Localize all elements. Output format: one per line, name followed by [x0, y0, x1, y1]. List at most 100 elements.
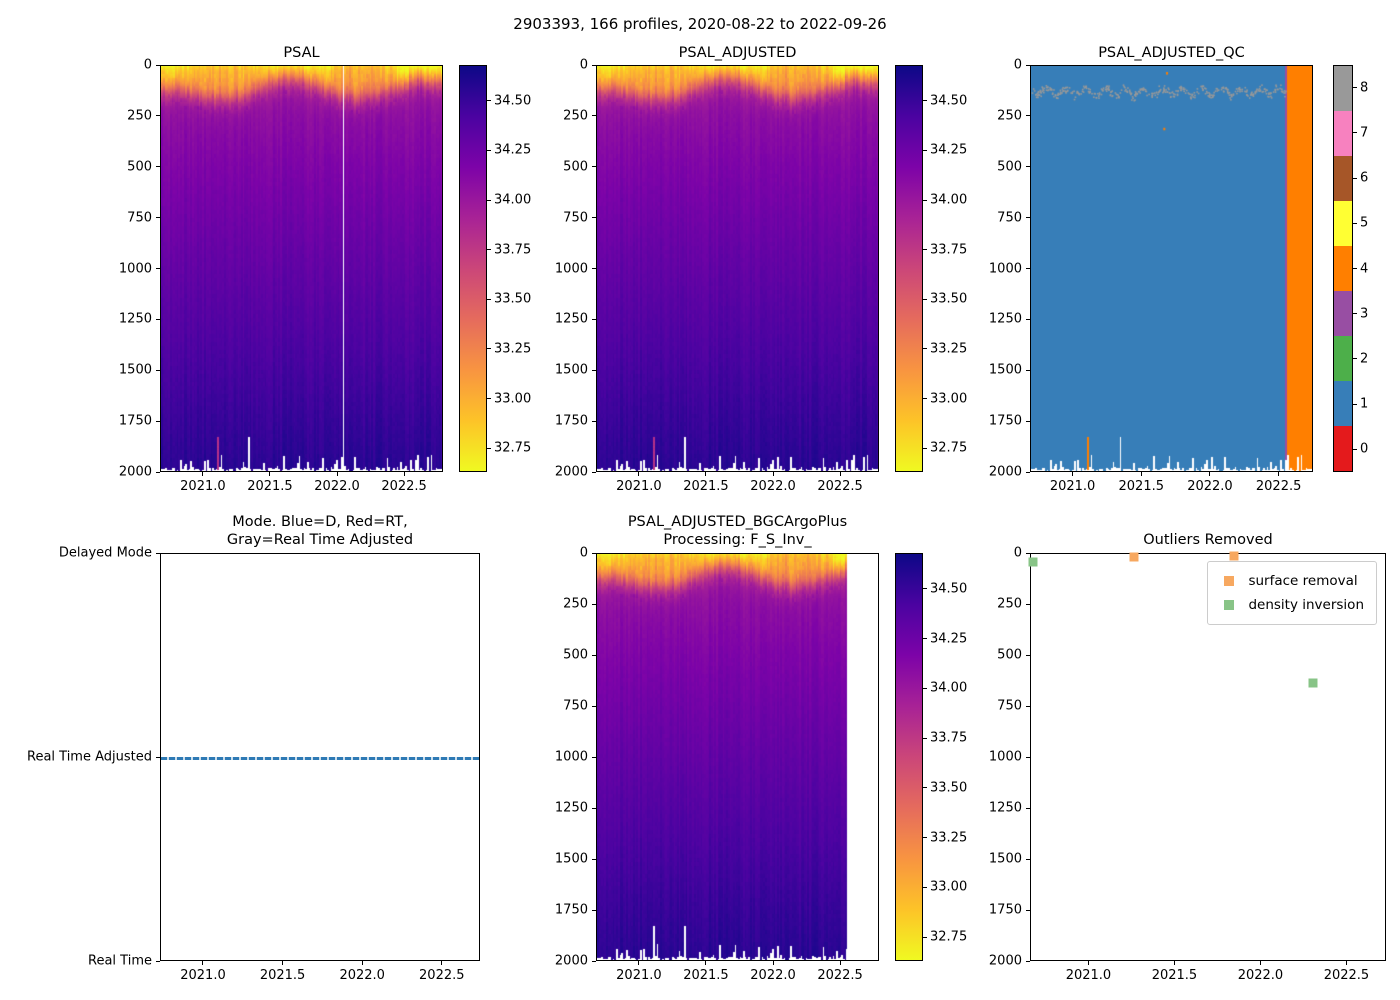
x-tick-mark [1345, 961, 1347, 965]
y-tick-mark [1026, 807, 1030, 809]
psal-adjusted-qc-plot-area [1030, 65, 1313, 472]
outliers-plot-area: surface removal density inversion [1028, 551, 1386, 961]
psal-colorbar [459, 65, 487, 472]
y-tick-label: 250 [997, 596, 1022, 612]
psal-adjusted-qc-title: PSAL_ADJUSTED_QC [1098, 45, 1245, 61]
y-tick-label: 0 [579, 57, 588, 73]
colorbar-tick-label: 33.25 [930, 341, 968, 357]
y-tick-label: 1000 [554, 749, 588, 765]
colorbar-tick-mark [923, 249, 927, 251]
x-tick-mark [441, 961, 443, 965]
colorbar-tick-mark [923, 398, 927, 400]
outlier-point-surface-removal [1129, 552, 1139, 562]
mode-line-real-time-adjusted [161, 756, 479, 760]
y-tick-label: 750 [563, 698, 588, 714]
y-tick-mark [1026, 268, 1030, 269]
colorbar-tick-label: 34.00 [494, 192, 532, 208]
y-tick-label: 1000 [988, 261, 1022, 276]
colorbar-tick-label: 33.00 [930, 391, 968, 407]
colorbar-tick-label: 34.00 [930, 192, 968, 208]
y-tick-mark [592, 420, 596, 422]
mode-plot-area [160, 553, 480, 961]
bgc-colorbar [895, 553, 923, 961]
x-tick-mark [336, 472, 338, 476]
colorbar-tick-label: 34.25 [930, 631, 968, 647]
y-tick-label: 2000 [988, 953, 1022, 969]
y-tick-mark [592, 858, 596, 860]
x-tick-mark [269, 472, 271, 476]
x-tick-mark [202, 472, 204, 476]
y-tick-label: 1750 [554, 902, 588, 918]
colorbar-tick-label: 32.75 [494, 440, 532, 456]
colorbar-tick-mark [1353, 87, 1357, 89]
colorbar-tick-mark [923, 886, 927, 888]
y-tick-label: 250 [563, 596, 588, 612]
colorbar-tick-mark [487, 249, 491, 251]
y-tick-label: 500 [563, 159, 588, 175]
y-tick-label: 500 [997, 159, 1022, 175]
x-tick-label: 2022.0 [750, 479, 796, 494]
qc-colorbar-band-8 [1334, 66, 1352, 111]
colorbar-tick-mark [1353, 358, 1357, 360]
bgc-heatmap-canvas [597, 554, 878, 960]
y-tick-label: 1250 [118, 311, 152, 327]
y-tick-mark [1026, 166, 1030, 168]
y-tick-label: 2000 [988, 464, 1022, 480]
outlier-point-density-inversion [1308, 678, 1318, 688]
colorbar-tick-mark [923, 837, 927, 839]
y-tick-mark [592, 471, 596, 473]
y-tick-mark [1026, 471, 1030, 473]
y-tick-label: 2000 [118, 464, 152, 480]
colorbar-tick-mark [1353, 132, 1357, 134]
y-tick-label: 750 [563, 210, 588, 226]
colorbar-tick-mark [923, 447, 927, 449]
colorbar-tick-label: 33.25 [930, 830, 968, 846]
colorbar-tick-label: 33.75 [494, 242, 532, 258]
x-tick-label: 2022.0 [1237, 968, 1284, 983]
colorbar-tick-label: 3 [1360, 306, 1369, 322]
y-tick-label: 250 [997, 108, 1022, 124]
y-tick-mark [1026, 909, 1030, 911]
colorbar-tick-mark [1353, 313, 1357, 315]
x-tick-label: 2021.0 [180, 968, 226, 983]
y-tick-mark [1026, 756, 1030, 758]
y-tick-mark [1026, 115, 1030, 117]
x-tick-label: 2022.0 [750, 968, 796, 983]
figure-title: 2903393, 166 profiles, 2020-08-22 to 202… [513, 15, 887, 33]
y-tick-label: 1750 [118, 413, 152, 429]
y-tick-label: 1750 [988, 413, 1022, 429]
outliers-title: Outliers Removed [1143, 532, 1273, 548]
x-tick-mark [1140, 472, 1142, 476]
x-tick-mark [1209, 472, 1211, 476]
x-tick-label: 2022.5 [817, 968, 863, 983]
qc-colorbar-band-7 [1334, 111, 1352, 156]
psal-adjusted-colorbar [895, 65, 923, 472]
y-tick-mark [592, 960, 596, 962]
y-tick-mark [156, 420, 160, 422]
colorbar-tick-label: 0 [1360, 441, 1369, 457]
colorbar-tick-mark [923, 787, 927, 789]
colorbar-tick-mark [923, 149, 927, 151]
y-tick-label: 0 [1013, 57, 1022, 73]
y-tick-label: 1250 [554, 800, 588, 816]
colorbar-tick-label: 7 [1360, 125, 1369, 141]
y-tick-mark [1026, 552, 1030, 554]
outlier-point-density-inversion [1028, 557, 1038, 567]
colorbar-tick-mark [923, 348, 927, 350]
y-tick-label: 1750 [988, 902, 1022, 918]
colorbar-tick-mark [1353, 403, 1357, 405]
y-tick-label: 1000 [118, 261, 152, 276]
colorbar-tick-mark [487, 149, 491, 151]
y-tick-label: 0 [579, 545, 588, 561]
y-tick-label: 2000 [554, 953, 588, 969]
colorbar-tick-label: 8 [1360, 80, 1369, 96]
psal-title: PSAL [283, 45, 320, 61]
colorbar-tick-mark [487, 398, 491, 400]
colorbar-tick-mark [1353, 448, 1357, 450]
colorbar-tick-label: 34.50 [930, 581, 968, 597]
y-tick-label: 500 [997, 647, 1022, 663]
y-tick-mark [156, 166, 160, 168]
colorbar-tick-mark [487, 348, 491, 350]
y-tick-mark [156, 369, 160, 371]
